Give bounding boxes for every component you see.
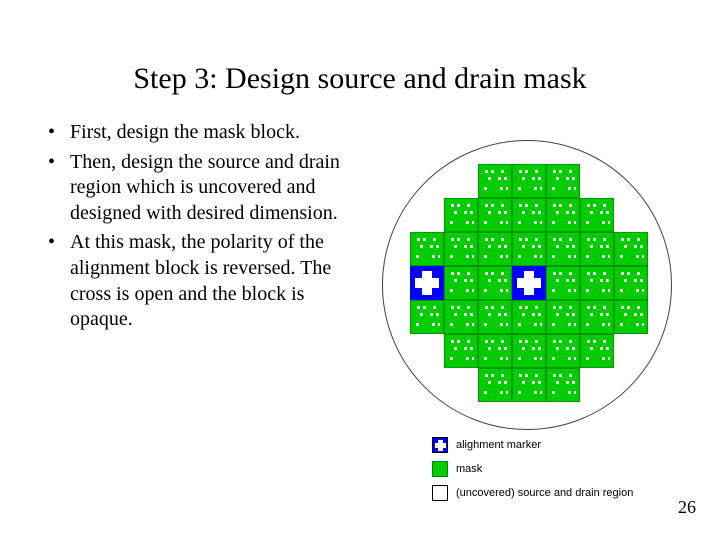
- mask-cell: [478, 164, 512, 198]
- mask-cell: [478, 232, 512, 266]
- mask-cell: [410, 232, 444, 266]
- mask-cell: [444, 334, 478, 368]
- empty-cell: [580, 164, 614, 198]
- legend-swatch-open: [432, 485, 448, 501]
- mask-cell: [512, 164, 546, 198]
- legend-swatch-marker: [432, 437, 448, 453]
- mask-cell: [512, 198, 546, 232]
- bullet-item: At this mask, the polarity of the alignm…: [48, 230, 368, 332]
- mask-cell: [546, 266, 580, 300]
- legend-label: alighment marker: [456, 439, 541, 451]
- mask-cell: [444, 300, 478, 334]
- mask-cell: [546, 232, 580, 266]
- mask-cell: [580, 300, 614, 334]
- mask-cell: [614, 232, 648, 266]
- mask-cell: [546, 198, 580, 232]
- bullet-item: Then, design the source and drain region…: [48, 150, 368, 227]
- mask-cell: [478, 198, 512, 232]
- empty-cell: [614, 334, 648, 368]
- mask-cell: [512, 232, 546, 266]
- legend: alighment marker mask (uncovered) source…: [432, 436, 633, 508]
- empty-cell: [410, 368, 444, 402]
- empty-cell: [410, 334, 444, 368]
- mask-cell: [512, 334, 546, 368]
- mask-cell: [478, 266, 512, 300]
- mask-cell: [512, 368, 546, 402]
- mask-grid: [410, 164, 648, 402]
- empty-cell: [580, 368, 614, 402]
- page-number: 26: [678, 497, 696, 518]
- bullet-item: First, design the mask block.: [48, 120, 368, 146]
- mask-cell: [580, 334, 614, 368]
- mask-cell: [444, 232, 478, 266]
- mask-cell: [580, 232, 614, 266]
- bullet-list: First, design the mask block. Then, desi…: [48, 120, 368, 337]
- legend-row-mask: mask: [432, 460, 633, 478]
- mask-cell: [546, 368, 580, 402]
- legend-swatch-mask: [432, 461, 448, 477]
- empty-cell: [614, 164, 648, 198]
- mask-cell: [614, 300, 648, 334]
- empty-cell: [614, 198, 648, 232]
- mask-cell: [478, 300, 512, 334]
- alignment-marker-cell: [512, 266, 546, 300]
- mask-cell: [546, 164, 580, 198]
- mask-cell: [614, 266, 648, 300]
- mask-cell: [546, 334, 580, 368]
- mask-figure: [374, 138, 680, 434]
- mask-cell: [546, 300, 580, 334]
- empty-cell: [444, 368, 478, 402]
- mask-cell: [580, 266, 614, 300]
- mask-cell: [444, 266, 478, 300]
- mask-cell: [580, 198, 614, 232]
- legend-label: mask: [456, 463, 482, 475]
- alignment-marker-cell: [410, 266, 444, 300]
- empty-cell: [444, 164, 478, 198]
- slide-title: Step 3: Design source and drain mask: [0, 62, 720, 96]
- empty-cell: [614, 368, 648, 402]
- legend-row-marker: alighment marker: [432, 436, 633, 454]
- empty-cell: [410, 198, 444, 232]
- mask-cell: [444, 198, 478, 232]
- legend-label: (uncovered) source and drain region: [456, 487, 633, 499]
- mask-cell: [478, 368, 512, 402]
- mask-cell: [512, 300, 546, 334]
- legend-row-open: (uncovered) source and drain region: [432, 484, 633, 502]
- empty-cell: [410, 164, 444, 198]
- mask-cell: [478, 334, 512, 368]
- mask-cell: [410, 300, 444, 334]
